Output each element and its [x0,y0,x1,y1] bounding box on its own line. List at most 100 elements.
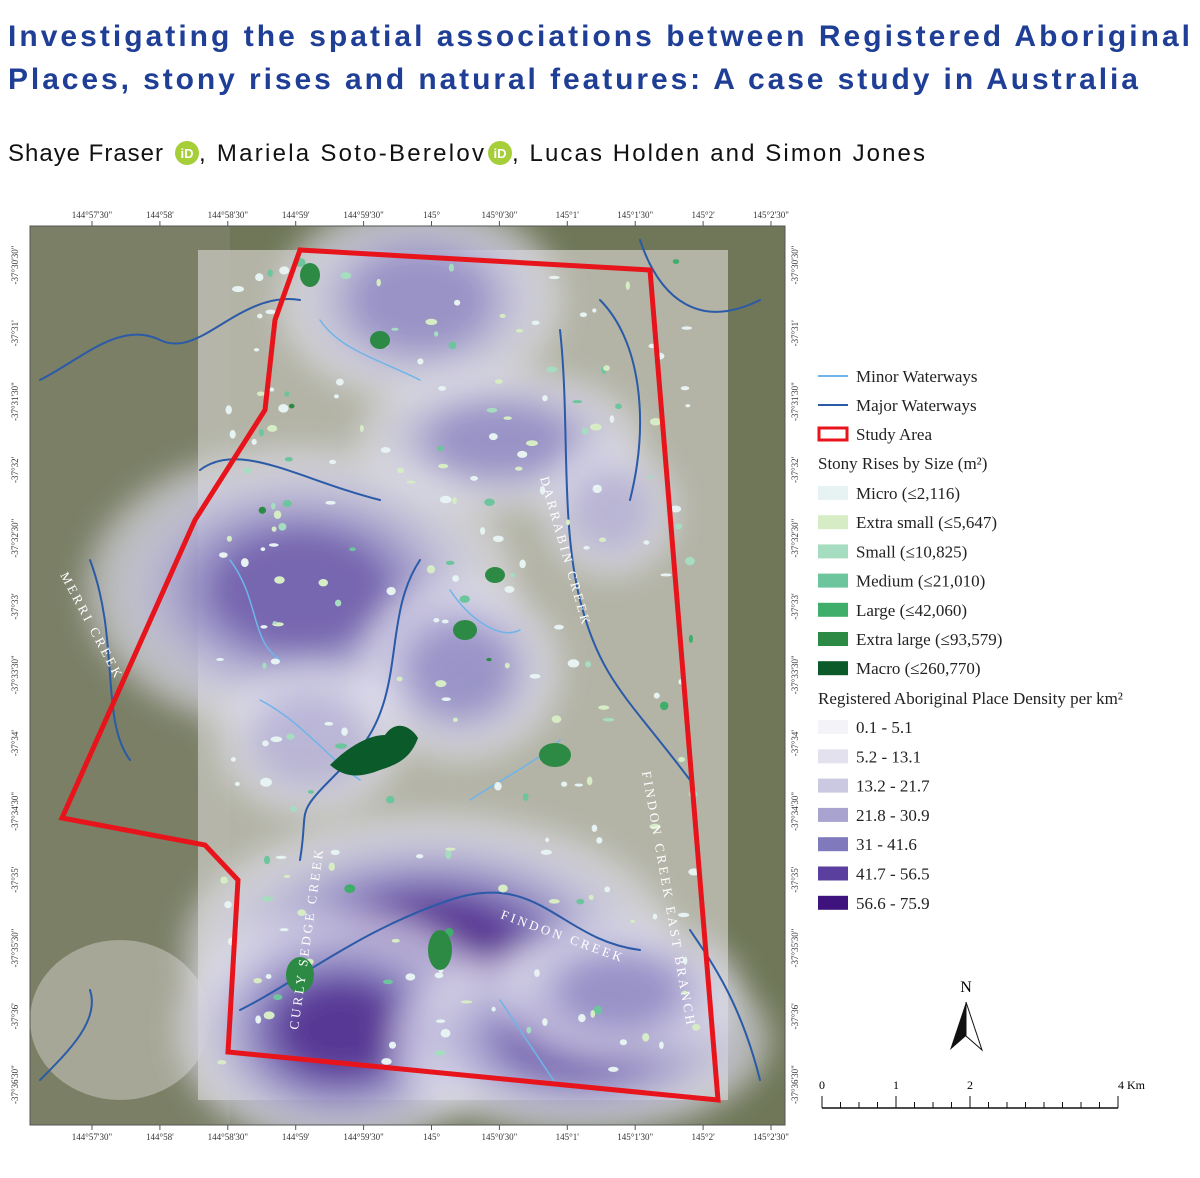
stony-rise [240,558,249,568]
stony-rise [498,884,508,893]
stony-rise [574,783,583,787]
stony-rise [546,366,558,373]
legend-swatch [818,602,848,617]
orcid-icon[interactable]: iD [175,141,199,165]
stony-rise [255,273,264,282]
left-tick: -37°36'30" [10,1065,20,1104]
top-tick: 145°1' [556,210,580,220]
left-tick: -37°31'30" [10,382,20,421]
legend-label: Large (≤42,060) [856,601,967,620]
stony-rise [615,403,622,410]
stony-rise [488,433,498,441]
stony-rise [539,485,546,495]
stony-rise [261,896,274,902]
stony-rise [270,502,276,510]
stony-rise [542,395,548,402]
legend-swatch [818,720,848,734]
stony-rise [217,1060,227,1065]
top-tick: 145°2' [691,210,715,220]
major-waterway [599,299,641,501]
legend-swatch [818,544,848,559]
bottom-tick: 145°0'30" [481,1132,517,1142]
stony-rise [435,680,447,688]
stony-rise [548,275,560,280]
stony-rise [486,407,498,413]
orcid-icon[interactable]: iD [488,141,512,165]
north-arrow: N [950,979,984,1052]
legend-swatch [818,895,848,910]
stony-rise [220,876,228,884]
stony-rise [576,898,585,905]
stony-rise [565,519,571,526]
stony-rise [234,781,240,787]
stony-rise [599,537,607,543]
legend-swatch [818,778,848,793]
stony-rise [515,328,524,333]
stony-rise [251,438,257,445]
stony-rise [494,781,502,791]
stony-rise [448,341,457,350]
stony-rise [273,994,283,1001]
stony-rise [307,790,314,794]
right-tick: -37°32' [790,456,800,483]
stony-rise [219,552,228,558]
orcid-text: iD [494,146,507,161]
density-area [410,625,510,715]
stony-rise [531,320,540,326]
right-tick: -37°34' [790,730,800,757]
scale-label: 0 [819,1078,825,1092]
stony-rise [677,912,690,918]
right-tick: -37°31'30" [790,382,800,421]
stony-rise [484,498,495,506]
stony-rise-macro [330,725,418,776]
stony-rise [596,837,603,844]
stony-rise [270,658,280,665]
left-tick: -37°34'30" [10,792,20,831]
legend-label: 0.1 - 5.1 [856,718,913,737]
stony-rise [685,556,695,566]
stony-rise [434,1050,446,1056]
stony-rise [330,849,340,856]
density-area [560,955,680,1025]
study-area [58,247,721,1103]
legend-label: Macro (≤260,770) [856,659,981,678]
minor-waterway [229,559,281,661]
stony-rise [370,331,390,349]
north-label: N [960,979,972,996]
stony-rise [445,560,455,565]
stony-rise [405,973,416,981]
stony-rise [258,428,264,437]
stony-rise [459,595,470,603]
stony-rise [485,567,505,583]
stony-rise [325,500,336,505]
stony-rise [554,624,564,630]
stony-rise [286,733,295,740]
stony-rise [262,740,269,747]
stony-rise [267,424,278,432]
stony-rise [426,565,436,574]
major-waterway [639,239,761,313]
stony-rise [503,416,512,420]
left-tick: -37°36' [10,1003,20,1030]
legend-heading: Registered Aboriginal Place Density per … [818,689,1123,708]
stony-rise [269,387,275,392]
major-waterway [199,458,381,501]
legend-label: Study Area [856,425,932,444]
stony-rise [586,776,593,786]
stony-rise [672,259,680,264]
stony-rise [439,495,452,504]
stony-rise [278,404,289,413]
stony-rise [602,717,615,722]
stony-rise [279,266,290,275]
legend-swatch [818,807,848,822]
legend-swatch [818,486,848,500]
legend-label: Micro (≤2,116) [856,484,960,503]
stony-rise [653,692,660,699]
stony-rise [216,657,224,661]
stony-rise [630,919,636,924]
density-area [280,985,400,1075]
title-line: Investigating the spatial associations b… [8,20,1190,53]
stony-rise [692,1024,701,1031]
stony-rise [608,1066,619,1072]
